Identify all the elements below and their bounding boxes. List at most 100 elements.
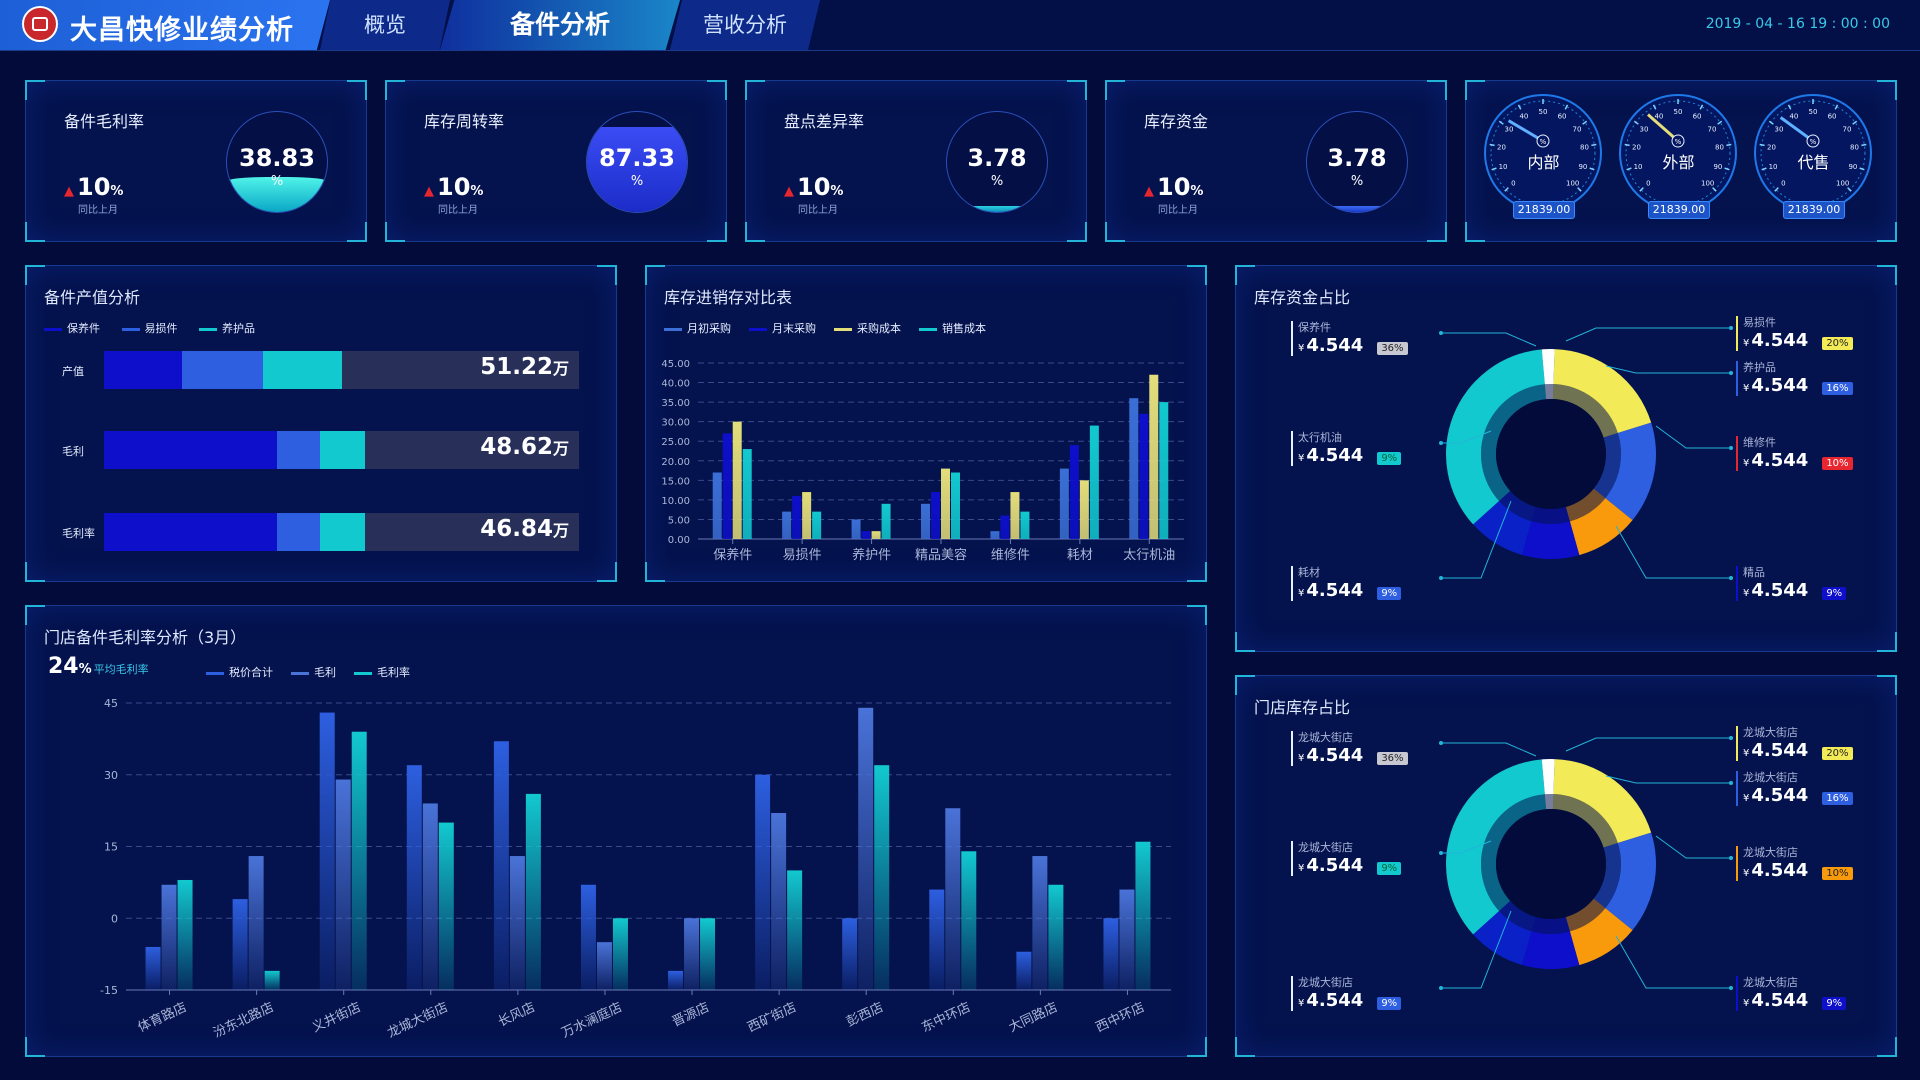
legend-item[interactable]: 月末采购 [749, 322, 816, 335]
chart-bar[interactable] [712, 472, 722, 539]
chart-bar[interactable] [1149, 374, 1159, 539]
donut-legend-item[interactable]: 龙城大街店 ¥4.544 9% [1736, 976, 1847, 1011]
chart-bar[interactable] [596, 942, 612, 990]
chart-bar[interactable] [1059, 468, 1069, 539]
chart-bar[interactable] [580, 884, 596, 990]
chart-bar[interactable] [802, 492, 812, 539]
chart-bar[interactable] [941, 468, 950, 539]
donut-slice[interactable] [1541, 759, 1555, 795]
chart-bar[interactable] [1079, 480, 1089, 539]
donut-slice[interactable] [1531, 916, 1570, 934]
tab-overview[interactable]: 概览 [320, 0, 450, 50]
donut-slice[interactable] [1544, 794, 1554, 810]
legend-item[interactable]: 税价合计 [206, 666, 273, 679]
chart-bar[interactable] [1010, 492, 1020, 539]
chart-bar[interactable] [771, 813, 787, 990]
output-bar-segment[interactable] [104, 513, 278, 551]
donut-slice[interactable] [1569, 908, 1633, 966]
chart-bar[interactable] [945, 808, 961, 990]
chart-bar[interactable] [1048, 884, 1064, 990]
donut-slice[interactable] [1473, 500, 1532, 555]
chart-bar[interactable] [990, 531, 1000, 539]
chart-bar[interactable] [929, 889, 945, 990]
donut-slice[interactable] [1553, 759, 1652, 844]
output-bar-segment[interactable] [320, 513, 366, 551]
legend-item[interactable]: 养护品 [199, 322, 255, 335]
chart-bar[interactable] [1032, 856, 1048, 990]
chart-bar[interactable] [732, 421, 742, 539]
chart-bar[interactable] [861, 531, 871, 539]
output-bar-segment[interactable] [104, 431, 278, 469]
chart-bar[interactable] [742, 449, 752, 539]
chart-bar[interactable] [1000, 515, 1010, 539]
chart-bar[interactable] [493, 741, 509, 990]
chart-bar[interactable] [1135, 841, 1151, 990]
donut-legend-item[interactable]: 精品 ¥4.544 9% [1736, 566, 1847, 601]
chart-bar[interactable] [525, 793, 541, 990]
donut-slice[interactable] [1446, 759, 1545, 935]
tab-parts-analysis[interactable]: 备件分析 [440, 0, 680, 50]
chart-bar[interactable] [851, 519, 861, 539]
donut-slice[interactable] [1521, 931, 1580, 969]
donut-legend-item[interactable]: 易损件 ¥4.544 20% [1736, 316, 1853, 351]
chart-bar[interactable] [700, 918, 716, 990]
donut-slice[interactable] [1552, 794, 1618, 848]
donut-slice[interactable] [1565, 898, 1606, 932]
donut-legend-item[interactable]: 耗材 ¥4.544 9% [1291, 566, 1402, 601]
donut-legend-item[interactable]: 太行机油 ¥4.544 9% [1291, 431, 1402, 466]
chart-bar[interactable] [842, 918, 858, 990]
chart-bar[interactable] [1159, 402, 1169, 539]
chart-bar[interactable] [335, 779, 351, 990]
chart-bar[interactable] [874, 765, 890, 990]
chart-bar[interactable] [668, 970, 684, 990]
chart-bar[interactable] [921, 503, 930, 539]
donut-slice[interactable] [1553, 349, 1652, 434]
chart-bar[interactable] [881, 503, 891, 539]
donut-slice[interactable] [1593, 843, 1621, 909]
donut-slice[interactable] [1605, 832, 1656, 931]
output-bar-segment[interactable] [104, 351, 183, 389]
donut-slice[interactable] [1593, 433, 1621, 499]
chart-bar[interactable] [1069, 445, 1079, 539]
donut-slice[interactable] [1481, 384, 1547, 501]
chart-bar[interactable] [319, 712, 335, 990]
chart-bar[interactable] [438, 822, 454, 990]
chart-bar[interactable] [1089, 425, 1099, 539]
legend-item[interactable]: 保养件 [44, 322, 100, 335]
chart-bar[interactable] [351, 731, 367, 990]
chart-bar[interactable] [264, 970, 280, 990]
donut-slice[interactable] [1605, 422, 1656, 521]
chart-bar[interactable] [792, 495, 802, 539]
chart-bar[interactable] [509, 856, 525, 990]
legend-item[interactable]: 月初采购 [664, 322, 731, 335]
donut-slice[interactable] [1531, 506, 1570, 524]
donut-legend-item[interactable]: 龙城大街店 ¥4.544 20% [1736, 726, 1853, 761]
donut-slice[interactable] [1565, 488, 1606, 522]
donut-slice[interactable] [1499, 490, 1536, 522]
chart-bar[interactable] [951, 472, 960, 539]
donut-slice[interactable] [1521, 521, 1580, 559]
chart-bar[interactable] [871, 531, 881, 539]
chart-bar[interactable] [1103, 918, 1119, 990]
chart-bar[interactable] [248, 856, 264, 990]
legend-item[interactable]: 易损件 [121, 322, 178, 335]
donut-legend-item[interactable]: 龙城大街店 ¥4.544 9% [1291, 976, 1402, 1011]
chart-bar[interactable] [1016, 951, 1032, 990]
donut-legend-item[interactable]: 龙城大街店 ¥4.544 10% [1736, 846, 1853, 881]
donut-legend-item[interactable]: 龙城大街店 ¥4.544 9% [1291, 841, 1402, 876]
output-bar-segment[interactable] [277, 513, 321, 551]
donut-slice[interactable] [1473, 910, 1532, 965]
donut-slice[interactable] [1481, 794, 1547, 911]
chart-bar[interactable] [232, 899, 248, 990]
tab-revenue-analysis[interactable]: 营收分析 [670, 0, 820, 50]
donut-legend-item[interactable]: 维修件 ¥4.544 10% [1736, 436, 1853, 471]
donut-slice[interactable] [1544, 384, 1554, 400]
donut-legend-item[interactable]: 龙城大街店 ¥4.544 36% [1291, 731, 1408, 766]
output-bar-segment[interactable] [263, 351, 342, 389]
donut-legend-item[interactable]: 保养件 ¥4.544 36% [1291, 321, 1408, 356]
chart-bar[interactable] [177, 879, 193, 990]
donut-slice[interactable] [1499, 900, 1536, 932]
chart-bar[interactable] [782, 511, 792, 539]
chart-bar[interactable] [755, 774, 771, 990]
chart-bar[interactable] [684, 918, 700, 990]
